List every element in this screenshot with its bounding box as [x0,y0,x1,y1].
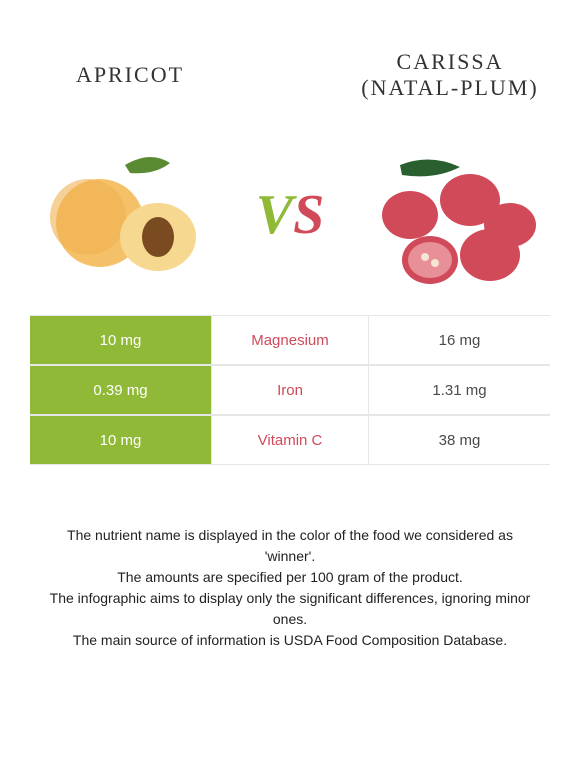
right-food-title: Carissa (natal-plum) [350,49,550,101]
left-food-title: Apricot [30,62,230,88]
nutrient-name-cell: Iron [212,365,368,415]
apricot-icon [40,145,220,285]
footer-line: The amounts are specified per 100 gram o… [40,567,540,588]
carissa-icon [360,145,540,285]
right-value-cell: 38 mg [368,415,550,465]
footer-line: The infographic aims to display only the… [40,588,540,630]
left-value-cell: 0.39 mg [30,365,212,415]
apricot-image [40,145,220,285]
right-value-cell: 16 mg [368,315,550,365]
right-value-cell: 1.31 mg [368,365,550,415]
footer-notes: The nutrient name is displayed in the co… [30,525,550,651]
vs-s-letter: S [293,184,324,246]
table-row: 0.39 mgIron1.31 mg [30,365,550,415]
nutrient-comparison-table: 10 mgMagnesium16 mg0.39 mgIron1.31 mg10 … [30,315,550,465]
footer-line: The nutrient name is displayed in the co… [40,525,540,567]
images-vs-row: VS [30,145,550,285]
left-value-cell: 10 mg [30,415,212,465]
table-row: 10 mgMagnesium16 mg [30,315,550,365]
footer-line: The main source of information is USDA F… [40,630,540,651]
nutrient-name-cell: Magnesium [212,315,368,365]
titles-row: Apricot Carissa (natal-plum) [30,20,550,130]
vs-badge: VS [256,183,325,247]
carissa-image [360,145,540,285]
nutrient-name-cell: Vitamin C [212,415,368,465]
vs-v-letter: V [256,184,293,246]
left-value-cell: 10 mg [30,315,212,365]
table-row: 10 mgVitamin C38 mg [30,415,550,465]
